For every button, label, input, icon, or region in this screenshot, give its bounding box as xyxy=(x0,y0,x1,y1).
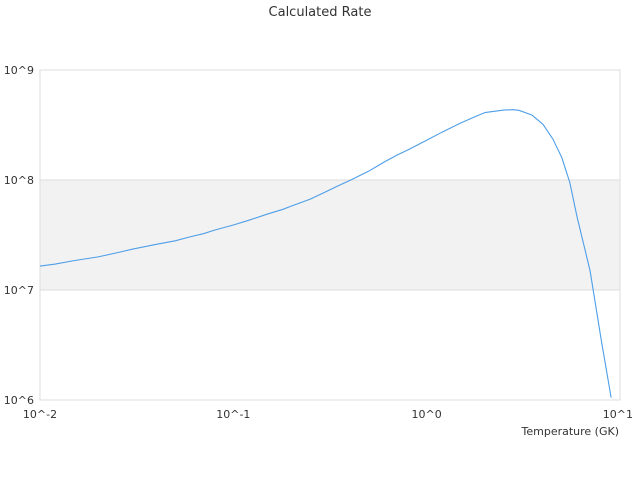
series-line xyxy=(39,109,612,398)
y-tick-label: 10^8 xyxy=(4,174,34,187)
x-tick-label: 10^1 xyxy=(603,408,633,421)
y-tick-label: 10^6 xyxy=(4,394,34,407)
plot-area: 10^6 10^7 10^8 10^9 10^-2 10^-1 10^0 10^1 xyxy=(4,64,633,421)
x-tick-label: 10^-2 xyxy=(23,408,57,421)
y-tick-label: 10^7 xyxy=(4,284,34,297)
plot-border xyxy=(39,69,621,401)
x-axis-label: Temperature (GK) xyxy=(521,425,620,438)
y-tick-label: 10^9 xyxy=(4,64,34,77)
decade-band xyxy=(40,180,620,290)
chart-title: Calculated Rate xyxy=(269,5,372,20)
x-tick-label: 10^-1 xyxy=(216,408,250,421)
x-tick-label: 10^0 xyxy=(412,408,442,421)
